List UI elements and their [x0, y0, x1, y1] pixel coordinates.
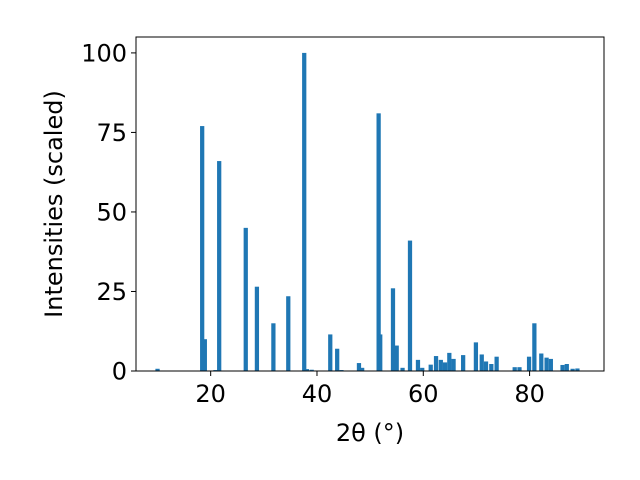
bar — [155, 368, 160, 371]
plot-frame — [135, 36, 605, 372]
bar — [544, 357, 549, 371]
bar — [428, 364, 433, 371]
bar — [483, 361, 489, 371]
bars-group — [155, 52, 580, 372]
bar — [356, 363, 362, 371]
bar — [494, 356, 499, 371]
bar — [202, 339, 207, 371]
bar — [309, 369, 314, 371]
bar — [560, 364, 565, 371]
x-axis-title: 2θ (°) — [336, 419, 404, 447]
bar — [438, 359, 443, 371]
bar — [200, 126, 205, 371]
y-axis-title: Intensities (scaled) — [40, 90, 68, 318]
bar — [512, 367, 517, 371]
bar — [489, 364, 494, 371]
x-tick-label: 20 — [195, 380, 226, 408]
bar — [415, 359, 421, 371]
bar — [378, 334, 383, 371]
bar — [570, 368, 575, 371]
bar — [532, 323, 537, 371]
bar — [390, 288, 396, 371]
bar — [575, 368, 580, 371]
bar — [328, 334, 333, 371]
x-tick-label: 80 — [514, 380, 545, 408]
bar — [461, 355, 466, 371]
bar — [433, 356, 439, 371]
bar — [564, 364, 569, 371]
bar — [517, 367, 522, 371]
bar — [548, 358, 553, 371]
bar — [407, 240, 413, 371]
y-tick-label: 100 — [81, 39, 127, 67]
bar — [394, 345, 399, 371]
bar — [302, 52, 307, 372]
bar — [526, 356, 532, 371]
bar — [243, 227, 248, 371]
y-axis-ticks: 0 25 50 75 100 — [81, 39, 136, 386]
x-tick-label: 40 — [302, 380, 333, 408]
bar — [400, 367, 405, 371]
bar — [335, 348, 340, 371]
bar — [271, 323, 276, 371]
bar — [451, 358, 456, 371]
bar — [479, 354, 484, 371]
y-tick-label: 75 — [96, 119, 127, 147]
bar — [304, 369, 310, 371]
y-tick-label: 50 — [96, 198, 127, 226]
bar — [376, 113, 381, 371]
bar — [447, 352, 452, 371]
bar — [420, 367, 425, 371]
bar — [286, 296, 291, 371]
x-axis-ticks: 20 40 60 80 — [195, 371, 545, 408]
y-tick-label: 25 — [96, 278, 127, 306]
bar — [217, 161, 222, 371]
bar — [360, 367, 365, 371]
x-tick-label: 60 — [408, 380, 439, 408]
bar — [442, 362, 448, 371]
y-tick-label: 0 — [112, 358, 127, 386]
bar — [254, 286, 260, 371]
bar — [473, 342, 479, 371]
bar — [539, 353, 544, 371]
